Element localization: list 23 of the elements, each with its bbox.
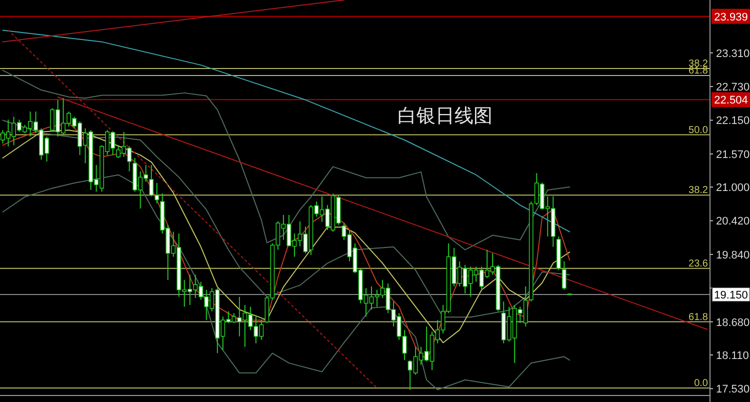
y-tick-label: 22.150 xyxy=(716,115,750,128)
ref-line-label: 22.504 xyxy=(714,94,748,107)
y-tick-label: 21.000 xyxy=(716,182,750,194)
line-series xyxy=(2,30,570,232)
y-tick-label: 20.420 xyxy=(716,216,750,228)
annotation: 0.0 xyxy=(694,378,708,390)
annotation: 23.6 xyxy=(688,258,708,270)
annotation: 50.0 xyxy=(688,124,708,136)
y-tick-label: 18.680 xyxy=(716,316,750,329)
y-tick-label: 18.110 xyxy=(716,350,749,362)
ref-line-label: 19.150 xyxy=(714,290,748,302)
y-tick-label: 19.840 xyxy=(716,249,750,262)
y-tick-label: 23.310 xyxy=(716,48,750,60)
ref-line-label: 23.939 xyxy=(714,11,748,24)
text: 白银日线图 xyxy=(398,105,492,127)
y-tick-label: 17.530 xyxy=(716,384,750,396)
line-series xyxy=(2,174,570,390)
annotation: 61.8 xyxy=(688,312,708,323)
y-tick-label: 21.570 xyxy=(716,148,750,161)
candlestick xyxy=(562,260,566,290)
annotation: 38.2 xyxy=(688,185,708,196)
y-tick-label: 22.730 xyxy=(716,82,750,94)
line-series xyxy=(2,70,570,250)
